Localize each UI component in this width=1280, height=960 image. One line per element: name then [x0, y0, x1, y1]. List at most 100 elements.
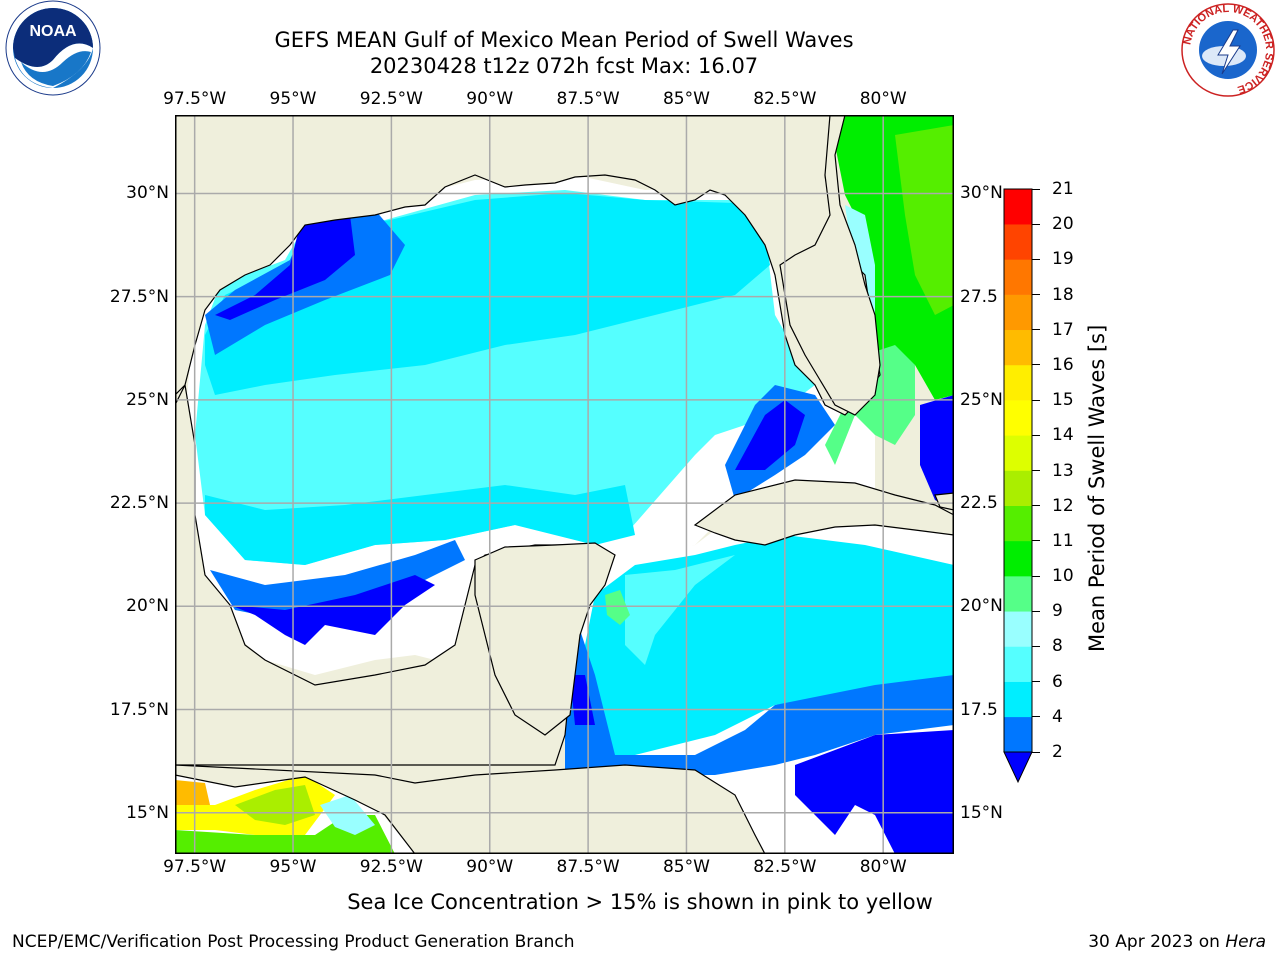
- colorbar-tick: [1032, 610, 1040, 612]
- gulf-swell-2-4s-southwest: [210, 540, 465, 620]
- bahamas-swell-under-2s: [920, 395, 954, 510]
- colorbar-segment: [1004, 646, 1032, 682]
- lon-tick-label-top: 85°W: [662, 89, 710, 109]
- lat-tick-label-right: 17.5: [960, 699, 998, 720]
- colorbar-segment: [1004, 576, 1032, 612]
- colorbar-tick: [1032, 399, 1040, 401]
- caribbean-swell-2-4s: [565, 615, 954, 775]
- colorbar-segment: [1004, 364, 1032, 401]
- credit-date: 30 Apr 2023 on Hera: [1088, 932, 1266, 952]
- lon-tick-label-top: 92.5°W: [359, 89, 423, 109]
- lon-tick-label-bottom: 82.5°W: [753, 857, 817, 877]
- colorbar-tick: [1032, 364, 1040, 366]
- colorbar-tick: [1032, 223, 1040, 225]
- colorbar-tick: [1032, 505, 1040, 507]
- lat-tick-label-right: 15°N: [960, 802, 1003, 823]
- colorbar-segment: [1004, 505, 1032, 542]
- florida-land: [779, 115, 881, 416]
- colorbar-segment: [1004, 611, 1032, 647]
- chart-subtitle: 20230428 t12z 072h fcst Max: 16.07: [369, 54, 759, 78]
- gulf-swell-under-2s-northwest: [215, 215, 355, 320]
- gulf-swell-under-2s-southeast: [735, 400, 805, 470]
- nws-logo: NATIONAL WEATHER SERVICE: [1181, 3, 1275, 97]
- colorbar-level-label: 17: [1052, 319, 1074, 340]
- lon-tick-label-top: 82.5°W: [753, 89, 817, 109]
- pacific-swell-11-13s: [235, 785, 315, 825]
- lat-tick-label-right: 27.5: [960, 286, 998, 307]
- lat-tick-label-left: 15°N: [126, 802, 169, 823]
- colorbar-segment: [1004, 329, 1032, 366]
- lat-tick-label-left: 20°N: [126, 596, 169, 617]
- lat-tick-label-left: 25°N: [126, 389, 169, 410]
- colorbar-level-label: 21: [1052, 179, 1074, 199]
- lon-tick-label-bottom: 97.5°W: [163, 857, 227, 877]
- atlantic-swell-11-12s: [895, 125, 954, 315]
- colorbar-segment: [1004, 259, 1032, 295]
- colorbar-level-label: 19: [1052, 249, 1074, 270]
- colorbar-level-label: 14: [1052, 425, 1074, 446]
- noaa-logo-text: NOAA: [29, 23, 77, 40]
- gulf-swell-under-2s-southwest: [230, 575, 435, 645]
- colorbar-segment: [1004, 435, 1032, 471]
- colorbar-level-label: 8: [1052, 636, 1063, 657]
- caribbean-swell-6-8s: [625, 555, 735, 665]
- atlantic-swell-8-9s: [825, 345, 915, 465]
- lon-tick-label-bottom: 87.5°W: [556, 857, 620, 877]
- colorbar-level-label: 6: [1052, 671, 1063, 692]
- colorbar-tick: [1032, 540, 1040, 542]
- credit-date-text: 30 Apr 2023 on: [1088, 932, 1226, 952]
- colorbar-tick: [1032, 434, 1040, 436]
- lat-tick-label-left: 27.5°N: [109, 286, 169, 307]
- lon-tick-label-top: 90°W: [466, 89, 514, 109]
- colorbar-level-label: 16: [1052, 354, 1074, 375]
- credit-host: Hera: [1225, 932, 1266, 952]
- colorbar-tick: [1032, 329, 1040, 331]
- colorbar-level-label: 10: [1052, 566, 1074, 587]
- colorbar-level-label: 20: [1052, 214, 1074, 235]
- colorbar-level-label: 2: [1052, 742, 1063, 762]
- map-frame: [175, 115, 954, 854]
- swell-period-map: [175, 115, 954, 854]
- colorbar-tick: [1032, 258, 1040, 260]
- colorbar-segment: [1004, 400, 1032, 436]
- colorbar-tick: [1032, 716, 1040, 718]
- lat-tick-label-right: 22.5: [960, 493, 998, 514]
- colorbar-level-label: 18: [1052, 284, 1074, 305]
- lat-tick-label-left: 22.5°N: [109, 493, 169, 514]
- lat-tick-label-right: 20°N: [960, 596, 1003, 617]
- colorbar-tick: [1032, 294, 1040, 296]
- colorbar-level-label: 4: [1052, 706, 1063, 727]
- lon-tick-label-bottom: 92.5°W: [359, 857, 423, 877]
- colorbar-segment: [1004, 540, 1032, 577]
- cuba-land: [693, 479, 954, 546]
- chart-title: GEFS MEAN Gulf of Mexico Mean Period of …: [274, 28, 854, 52]
- colorbar-segment: [1004, 716, 1032, 753]
- lon-tick-label-bottom: 95°W: [269, 857, 317, 877]
- lat-tick-label-right: 25°N: [960, 389, 1003, 410]
- colorbar-title: Mean Period of Swell Waves [s]: [1085, 324, 1109, 652]
- colorbar-tick: [1032, 188, 1040, 190]
- credit-organization: NCEP/EMC/Verification Post Processing Pr…: [12, 932, 575, 952]
- lat-tick-label-left: 17.5°N: [109, 699, 169, 720]
- colorbar-segment: [1004, 681, 1032, 718]
- graticule: [175, 115, 954, 854]
- colorbar-level-label: 12: [1052, 495, 1074, 516]
- colorbar-segment: [1004, 189, 1032, 225]
- central-america-land: [175, 764, 766, 854]
- colorbar-segment: [1004, 224, 1032, 260]
- lon-tick-label-bottom: 90°W: [466, 857, 514, 877]
- lon-tick-label-bottom: 85°W: [662, 857, 710, 877]
- lon-tick-label-top: 87.5°W: [556, 89, 620, 109]
- colorbar-tick: [1032, 470, 1040, 471]
- colorbar-segment: [1004, 470, 1032, 506]
- lon-tick-label-top: 80°W: [859, 89, 907, 109]
- caribbean-swell-under-2s: [795, 730, 954, 854]
- colorbar-tick: [1032, 681, 1040, 683]
- colorbar-level-label: 15: [1052, 390, 1074, 411]
- gulf-swell-4-6s-south: [205, 485, 635, 565]
- colorbar-level-label: 13: [1052, 460, 1074, 481]
- lon-tick-label-top: 95°W: [269, 89, 317, 109]
- colorbar-under-arrow: [1003, 751, 1033, 784]
- pacific-swell-7-9s: [320, 795, 375, 835]
- colorbar-level-label: 9: [1052, 601, 1063, 622]
